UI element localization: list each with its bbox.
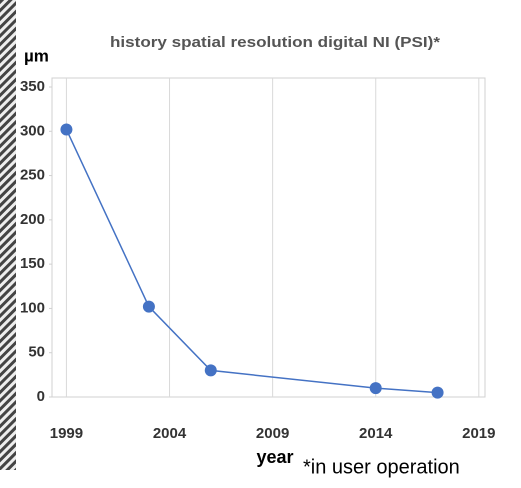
x-tick-label: 2019 [462, 425, 495, 442]
side-decoration [0, 0, 16, 470]
y-tick-label: 350 [20, 78, 45, 95]
point [60, 123, 73, 136]
x-axis-label: year [256, 447, 293, 467]
x-tick-label: 2014 [359, 425, 393, 442]
y-tick-label: 100 [20, 299, 45, 316]
y-tick-label: 300 [20, 122, 45, 139]
y-axis-label: µm [24, 46, 49, 65]
x-tick-label: 2009 [256, 425, 289, 442]
point [204, 364, 217, 377]
point [431, 386, 444, 399]
x-tick-label: 2004 [153, 425, 187, 442]
annotation: *in user operation [303, 456, 460, 478]
y-tick-label: 150 [20, 255, 45, 272]
point [369, 382, 382, 395]
line [65, 129, 438, 394]
y-tick-label: 200 [20, 211, 45, 228]
y-tick-label: 0 [37, 388, 45, 405]
point [142, 300, 155, 313]
chart-title: history spatial resolution digital NI (P… [110, 34, 440, 51]
x-tick-label: 1999 [50, 425, 83, 442]
y-tick-label: 50 [28, 344, 45, 361]
plot-frame [51, 77, 486, 398]
y-tick-label: 250 [20, 167, 45, 184]
